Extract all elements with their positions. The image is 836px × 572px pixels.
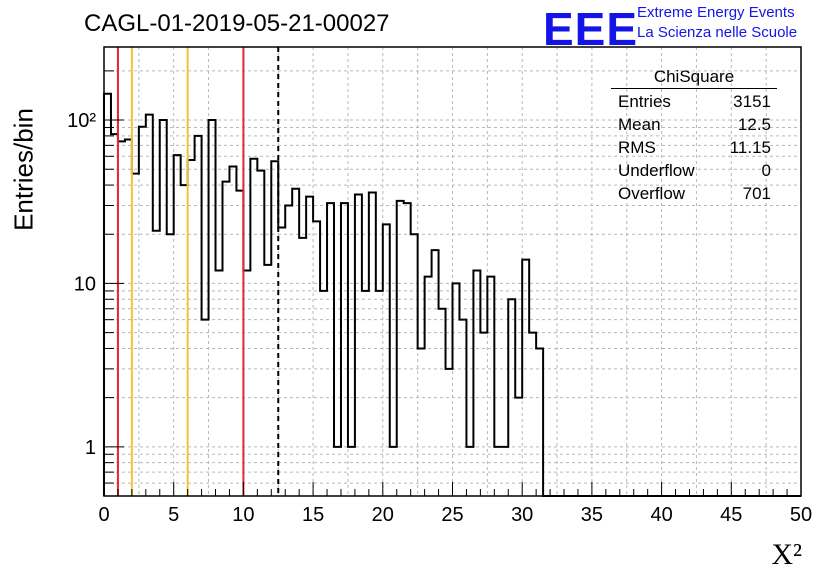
stats-label: Entries (618, 92, 671, 111)
stats-value: 0 (761, 161, 771, 180)
stats-row: Mean 12.5 (611, 113, 777, 136)
x-tick-label: 35 (581, 504, 603, 526)
stats-box: ChiSquare Entries 3151 Mean 12.5 RMS 11.… (611, 67, 777, 205)
x-tick-label: 5 (168, 504, 179, 526)
x-tick-label: 15 (302, 504, 324, 526)
logo-line-1: Extreme Energy Events (637, 4, 795, 21)
x-tick-label: 20 (372, 504, 394, 526)
stats-title: ChiSquare (611, 67, 777, 89)
x-tick-label: 10 (232, 504, 254, 526)
x-tick-label: 45 (720, 504, 742, 526)
axes (103, 46, 802, 497)
stats-value: 701 (742, 184, 771, 203)
x-tick-label: 40 (650, 504, 672, 526)
stats-label: Overflow (618, 184, 686, 203)
x-tick-labels: 0 5 10 15 20 25 30 35 40 45 50 (98, 504, 812, 526)
chart-title: CAGL-01-2019-05-21-00027 (84, 10, 390, 37)
stats-value: 11.15 (729, 138, 771, 157)
y-tick-label: 10 (74, 273, 96, 295)
stats-row: Overflow 701 (611, 182, 777, 205)
x-tick-label: 25 (441, 504, 463, 526)
y-tick-label: 1 (85, 437, 96, 459)
reference-lines (116, 47, 280, 496)
stats-label: Underflow (618, 161, 695, 180)
x-tick-label: 30 (511, 504, 533, 526)
stats-row: Underflow 0 (611, 159, 777, 182)
stats-value: 12.5 (737, 115, 771, 134)
stats-row: Entries 3151 (611, 90, 777, 113)
x-axis-label: X² (771, 538, 802, 571)
logo-line-2: La Scienza nelle Scuole (637, 24, 798, 41)
y-tick-labels: 1 10 10² (67, 110, 96, 459)
y-tick-label: 10² (67, 110, 96, 132)
stats-label: Mean (618, 115, 661, 134)
x-tick-label: 50 (790, 504, 812, 526)
stats-label: RMS (618, 138, 656, 157)
stats-row: RMS 11.15 (611, 136, 777, 159)
x-tick-label: 0 (98, 504, 109, 526)
stats-value: 3151 (733, 92, 771, 111)
